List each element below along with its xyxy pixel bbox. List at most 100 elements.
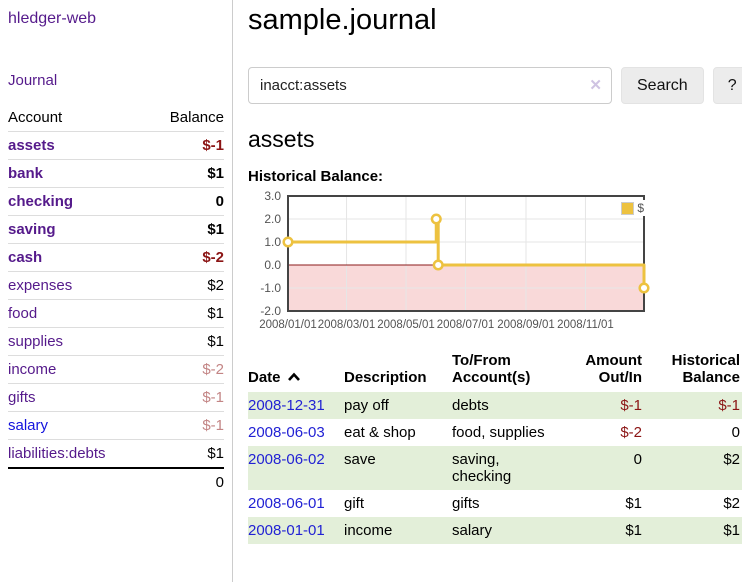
sidebar-item-journal[interactable]: Journal <box>8 72 58 89</box>
transaction-row: 2008-06-02 save saving, checking 0 $2 <box>248 446 742 490</box>
accounts-header-row: Account Balance <box>8 104 224 132</box>
sort-ascending-icon <box>287 372 300 381</box>
svg-text:2008/11/01: 2008/11/01 <box>557 319 614 331</box>
svg-text:0.0: 0.0 <box>264 258 281 272</box>
account-balance: $1 <box>146 327 224 356</box>
accounts-header-account: Account <box>8 109 63 126</box>
txn-date-link[interactable]: 2008-01-01 <box>248 522 325 539</box>
account-link-supplies[interactable]: supplies <box>8 333 64 350</box>
account-balance: $1 <box>146 299 224 328</box>
account-row: cash $-2 <box>8 243 224 272</box>
main-content: sample.journal ✕ Search ? assets Histori… <box>233 0 742 582</box>
svg-text:-1.0: -1.0 <box>260 281 281 295</box>
account-balance: $-2 <box>146 243 224 272</box>
account-balance: 0 <box>146 187 224 216</box>
txn-amount: $-1 <box>620 397 642 414</box>
accounts-table: Account Balance assets $-1 bank $1 check… <box>8 104 224 496</box>
txn-description: gift <box>344 495 365 512</box>
account-row: income $-2 <box>8 355 224 384</box>
account-row: gifts $-1 <box>8 383 224 412</box>
txn-date-link[interactable]: 2008-06-03 <box>248 424 325 441</box>
account-row: food $1 <box>8 299 224 328</box>
legend-label: $ <box>637 201 644 215</box>
account-row: liabilities:debts $1 <box>8 439 224 468</box>
transactions-table: Date Description To/From Account(s) Amou… <box>248 348 742 544</box>
account-link-salary[interactable]: salary <box>8 417 49 434</box>
txn-amount: $-2 <box>620 424 642 441</box>
svg-text:-2.0: -2.0 <box>260 304 281 318</box>
legend-swatch <box>621 201 635 215</box>
txn-amount: $1 <box>625 495 642 512</box>
txn-description: save <box>344 451 376 468</box>
account-link-gifts[interactable]: gifts <box>8 389 36 406</box>
chart-legend: $ <box>619 200 646 216</box>
account-row: bank $1 <box>8 159 224 188</box>
txn-accounts: debts <box>452 397 489 414</box>
account-row: saving $1 <box>8 215 224 244</box>
account-link-saving[interactable]: saving <box>8 221 56 238</box>
accounts-header-balance: Balance <box>169 109 224 126</box>
account-balance: $1 <box>146 159 224 188</box>
transaction-row: 2008-06-01 gift gifts $1 $2 <box>248 490 742 517</box>
account-row: supplies $1 <box>8 327 224 356</box>
account-link-bank[interactable]: bank <box>8 165 44 182</box>
txn-accounts: saving, checking <box>452 451 512 485</box>
header-accounts: To/From Account(s) <box>452 352 531 386</box>
txn-balance: 0 <box>731 424 740 441</box>
svg-text:2008/05/01: 2008/05/01 <box>377 319 435 331</box>
header-amount: Amount Out/In <box>585 352 642 386</box>
txn-amount: 0 <box>633 451 642 468</box>
help-button[interactable]: ? <box>712 67 742 104</box>
txn-date-link[interactable]: 2008-06-01 <box>248 495 325 512</box>
account-link-assets[interactable]: assets <box>8 137 55 154</box>
account-balance: $-1 <box>146 383 224 412</box>
txn-balance: $-1 <box>718 397 740 414</box>
transaction-row: 2008-06-03 eat & shop food, supplies $-2… <box>248 419 742 446</box>
accounts-total-value: 0 <box>146 467 224 496</box>
header-description: Description <box>344 369 427 386</box>
svg-text:1.0: 1.0 <box>264 235 281 249</box>
txn-balance: $1 <box>723 522 740 539</box>
account-row: expenses $2 <box>8 271 224 300</box>
svg-text:2.0: 2.0 <box>264 212 281 226</box>
page-title: sample.journal <box>248 4 437 36</box>
account-balance: $-1 <box>146 411 224 440</box>
search-input[interactable] <box>248 67 612 104</box>
header-balance: Historical Balance <box>671 352 740 386</box>
txn-description: pay off <box>344 397 389 414</box>
account-link-checking[interactable]: checking <box>8 193 74 210</box>
account-heading: assets <box>248 126 315 152</box>
sidebar: hledger-web Journal Account Balance asse… <box>0 0 233 582</box>
search-button[interactable]: Search <box>621 67 704 104</box>
account-link-food[interactable]: food <box>8 305 38 322</box>
transaction-row: 2008-01-01 income salary $1 $1 <box>248 517 742 544</box>
transactions-header-row: Date Description To/From Account(s) Amou… <box>248 348 742 392</box>
transaction-row: 2008-12-31 pay off debts $-1 $-1 <box>248 392 742 419</box>
account-link-cash[interactable]: cash <box>8 249 43 266</box>
header-date[interactable]: Date <box>248 348 344 392</box>
app-title-link[interactable]: hledger-web <box>8 10 97 27</box>
txn-date-link[interactable]: 2008-12-31 <box>248 397 325 414</box>
svg-text:2008/01/01: 2008/01/01 <box>259 319 317 331</box>
txn-balance: $2 <box>723 495 740 512</box>
account-link-income[interactable]: income <box>8 361 57 378</box>
account-row: assets $-1 <box>8 131 224 160</box>
txn-description: income <box>344 522 393 539</box>
account-row: checking 0 <box>8 187 224 216</box>
account-link-liabilities-debts[interactable]: liabilities:debts <box>8 445 106 462</box>
txn-accounts: food, supplies <box>452 424 545 441</box>
svg-text:2008/09/01: 2008/09/01 <box>497 319 555 331</box>
txn-date-link[interactable]: 2008-06-02 <box>248 451 325 468</box>
txn-description: eat & shop <box>344 424 416 441</box>
account-balance: $-2 <box>146 355 224 384</box>
accounts-total-row: 0 <box>8 467 224 496</box>
account-balance: $1 <box>146 215 224 244</box>
svg-text:2008/03/01: 2008/03/01 <box>318 319 376 331</box>
svg-text:3.0: 3.0 <box>264 191 281 203</box>
clear-search-icon[interactable]: ✕ <box>589 77 602 94</box>
account-link-expenses[interactable]: expenses <box>8 277 73 294</box>
account-balance: $-1 <box>146 131 224 160</box>
txn-accounts: salary <box>452 522 493 539</box>
